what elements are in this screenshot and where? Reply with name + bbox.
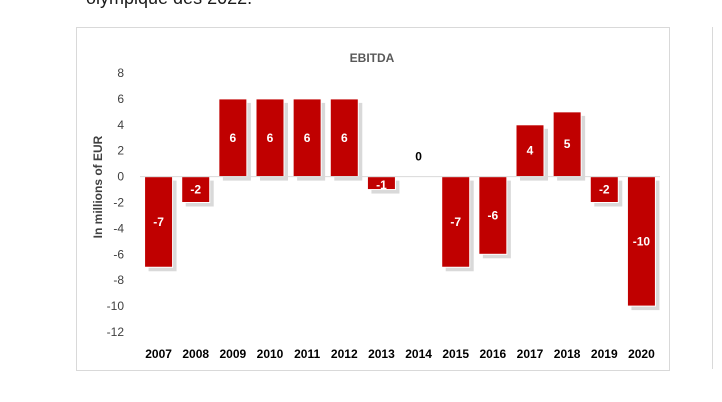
data-label-2015: -7 bbox=[450, 215, 461, 229]
y-tick-label: -2 bbox=[113, 196, 124, 210]
x-axis-ticks: 2007 2008 2009 2010 2011 2012 2013 2014 2015 2016… bbox=[145, 347, 655, 361]
bar-2012 bbox=[329, 98, 359, 178]
y-tick-label: -8 bbox=[113, 273, 124, 287]
bar-2008 bbox=[181, 176, 211, 204]
y-tick-label: 2 bbox=[117, 144, 124, 158]
y-tick-label: 4 bbox=[117, 118, 124, 132]
x-tick-label-2020: 2020 bbox=[628, 347, 655, 361]
bar-2020 bbox=[626, 176, 656, 307]
y-axis-label: In millions of EUR bbox=[91, 135, 105, 238]
data-label-2009: 6 bbox=[230, 131, 237, 145]
data-label-2018: 5 bbox=[564, 137, 571, 151]
y-tick-label: -4 bbox=[113, 221, 124, 235]
y-tick-label: 8 bbox=[117, 66, 124, 80]
data-label-2016: -6 bbox=[488, 208, 499, 222]
y-tick-label: -10 bbox=[107, 299, 125, 313]
x-tick-label-2019: 2019 bbox=[591, 347, 618, 361]
chart-title: EBITDA bbox=[350, 51, 395, 65]
y-tick-label: -12 bbox=[107, 325, 125, 339]
bar-series: -7-26 6 6 6-10-7 -64 5-2-10 bbox=[144, 98, 660, 311]
x-tick-label-2018: 2018 bbox=[554, 347, 581, 361]
data-label-2013: -1 bbox=[376, 178, 387, 192]
bar-2017 bbox=[515, 124, 545, 178]
x-tick-label-2015: 2015 bbox=[442, 347, 469, 361]
x-tick-label-2016: 2016 bbox=[480, 347, 507, 361]
x-tick-label-2011: 2011 bbox=[294, 347, 320, 361]
x-tick-label-2014: 2014 bbox=[405, 347, 432, 361]
bar-2015 bbox=[441, 176, 471, 268]
data-label-2010: 6 bbox=[267, 131, 274, 145]
data-label-2020: -10 bbox=[633, 234, 651, 248]
x-tick-label-2013: 2013 bbox=[368, 347, 395, 361]
x-tick-label-2012: 2012 bbox=[331, 347, 358, 361]
y-tick-label: 6 bbox=[117, 92, 124, 106]
bar-2016 bbox=[478, 176, 508, 255]
x-tick-label-2010: 2010 bbox=[257, 347, 284, 361]
document-text-fragment: olympique dès 2022. bbox=[86, 0, 252, 9]
y-axis-ticks: 8 6 4 2 0 -2 -4 -6 -8 -10 -12 bbox=[107, 66, 125, 339]
x-tick-label-2008: 2008 bbox=[182, 347, 209, 361]
x-tick-label-2017: 2017 bbox=[517, 347, 544, 361]
y-tick-label: 0 bbox=[117, 170, 124, 184]
bar-2009 bbox=[218, 98, 248, 178]
bar-2007 bbox=[144, 176, 174, 268]
data-label-2017: 4 bbox=[527, 144, 534, 158]
data-label-2014: 0 bbox=[415, 150, 422, 164]
data-label-2007: -7 bbox=[153, 215, 164, 229]
bar-2011 bbox=[292, 98, 322, 178]
x-tick-label-2009: 2009 bbox=[220, 347, 247, 361]
data-label-2012: 6 bbox=[341, 131, 348, 145]
x-tick-label-2007: 2007 bbox=[145, 347, 172, 361]
data-label-2008: -2 bbox=[190, 183, 201, 197]
data-label-2019: -2 bbox=[599, 183, 610, 197]
adjacent-frame-edge bbox=[712, 27, 722, 369]
data-label-2011: 6 bbox=[304, 131, 311, 145]
bar-2010 bbox=[255, 98, 285, 178]
y-tick-label: -6 bbox=[113, 247, 124, 261]
bar-2018 bbox=[552, 111, 582, 178]
